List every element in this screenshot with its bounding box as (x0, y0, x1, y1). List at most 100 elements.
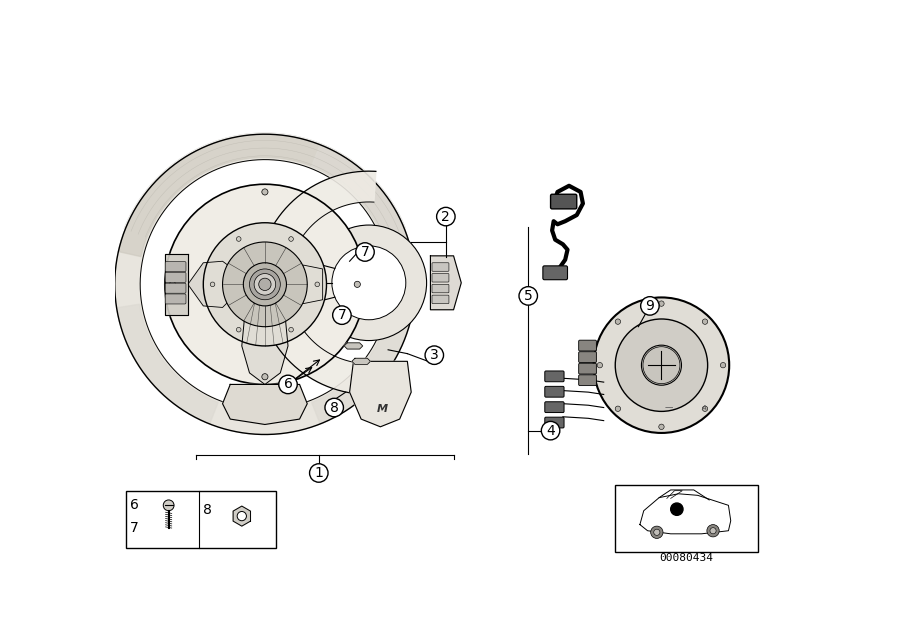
Polygon shape (117, 304, 218, 424)
Circle shape (262, 374, 268, 380)
Text: —: — (665, 403, 673, 412)
Text: 3: 3 (430, 348, 438, 362)
Polygon shape (349, 361, 411, 427)
Polygon shape (233, 506, 250, 526)
FancyBboxPatch shape (166, 273, 186, 282)
Bar (126, 490, 276, 548)
Polygon shape (115, 134, 415, 434)
Circle shape (356, 243, 374, 261)
FancyBboxPatch shape (166, 294, 186, 304)
Polygon shape (344, 343, 363, 349)
Circle shape (616, 319, 621, 324)
Polygon shape (188, 261, 243, 308)
Text: A: A (701, 404, 706, 410)
Circle shape (279, 375, 297, 394)
Polygon shape (222, 385, 307, 424)
FancyBboxPatch shape (432, 273, 449, 282)
Circle shape (651, 526, 663, 538)
FancyBboxPatch shape (166, 283, 186, 293)
Circle shape (659, 301, 664, 306)
Circle shape (706, 525, 719, 537)
Circle shape (702, 406, 707, 412)
Circle shape (237, 237, 241, 241)
Circle shape (243, 263, 286, 306)
Circle shape (315, 282, 320, 287)
Text: 9: 9 (645, 299, 654, 313)
Circle shape (325, 398, 344, 417)
Circle shape (310, 464, 328, 482)
FancyBboxPatch shape (579, 375, 597, 385)
Circle shape (249, 269, 280, 300)
Text: 1: 1 (314, 466, 323, 480)
Polygon shape (286, 265, 322, 304)
Circle shape (332, 246, 406, 320)
Circle shape (238, 512, 247, 520)
FancyBboxPatch shape (166, 262, 186, 271)
Polygon shape (165, 254, 188, 315)
FancyBboxPatch shape (432, 263, 449, 271)
Circle shape (598, 362, 602, 368)
FancyBboxPatch shape (543, 266, 568, 280)
Text: 8: 8 (203, 503, 212, 517)
Circle shape (425, 346, 444, 364)
FancyBboxPatch shape (544, 371, 564, 382)
Circle shape (519, 287, 537, 305)
Polygon shape (257, 171, 376, 394)
Circle shape (355, 282, 360, 287)
Circle shape (653, 529, 660, 535)
FancyBboxPatch shape (551, 194, 577, 209)
Circle shape (642, 345, 681, 385)
Circle shape (262, 189, 268, 195)
Circle shape (311, 225, 427, 341)
Text: 4: 4 (546, 424, 555, 438)
Circle shape (254, 273, 275, 295)
Circle shape (616, 319, 707, 412)
FancyBboxPatch shape (579, 363, 597, 374)
Circle shape (211, 282, 215, 287)
Circle shape (702, 319, 707, 324)
Circle shape (541, 422, 560, 440)
FancyBboxPatch shape (432, 295, 449, 304)
Circle shape (169, 282, 176, 287)
Circle shape (594, 297, 729, 433)
FancyBboxPatch shape (544, 417, 564, 428)
Text: 6: 6 (284, 378, 292, 392)
Circle shape (333, 306, 351, 324)
Polygon shape (430, 256, 461, 310)
Text: 00080434: 00080434 (659, 553, 713, 562)
FancyBboxPatch shape (579, 352, 597, 362)
Circle shape (659, 424, 664, 429)
Text: 2: 2 (442, 210, 450, 224)
Circle shape (710, 527, 716, 534)
FancyBboxPatch shape (432, 284, 449, 293)
Polygon shape (640, 494, 731, 534)
Circle shape (203, 223, 327, 346)
Text: 7: 7 (338, 308, 346, 322)
Circle shape (141, 161, 388, 408)
FancyBboxPatch shape (544, 387, 564, 397)
Circle shape (720, 362, 725, 368)
Circle shape (289, 237, 293, 241)
Text: 7: 7 (361, 245, 369, 259)
Circle shape (237, 327, 241, 332)
Polygon shape (311, 145, 415, 424)
Circle shape (641, 297, 659, 315)
FancyBboxPatch shape (544, 402, 564, 413)
Circle shape (289, 327, 293, 332)
Polygon shape (242, 306, 288, 385)
Polygon shape (119, 134, 411, 257)
Circle shape (258, 278, 271, 290)
Polygon shape (352, 358, 371, 364)
Circle shape (165, 184, 365, 385)
Text: 8: 8 (329, 401, 338, 415)
Text: 6: 6 (130, 497, 139, 512)
FancyBboxPatch shape (579, 340, 597, 351)
Circle shape (222, 242, 307, 327)
Circle shape (616, 406, 621, 412)
Circle shape (670, 503, 683, 515)
Text: 7: 7 (130, 520, 139, 534)
Bar (616, 485, 758, 552)
Circle shape (163, 500, 174, 511)
Text: 5: 5 (524, 289, 533, 303)
Circle shape (436, 207, 455, 226)
